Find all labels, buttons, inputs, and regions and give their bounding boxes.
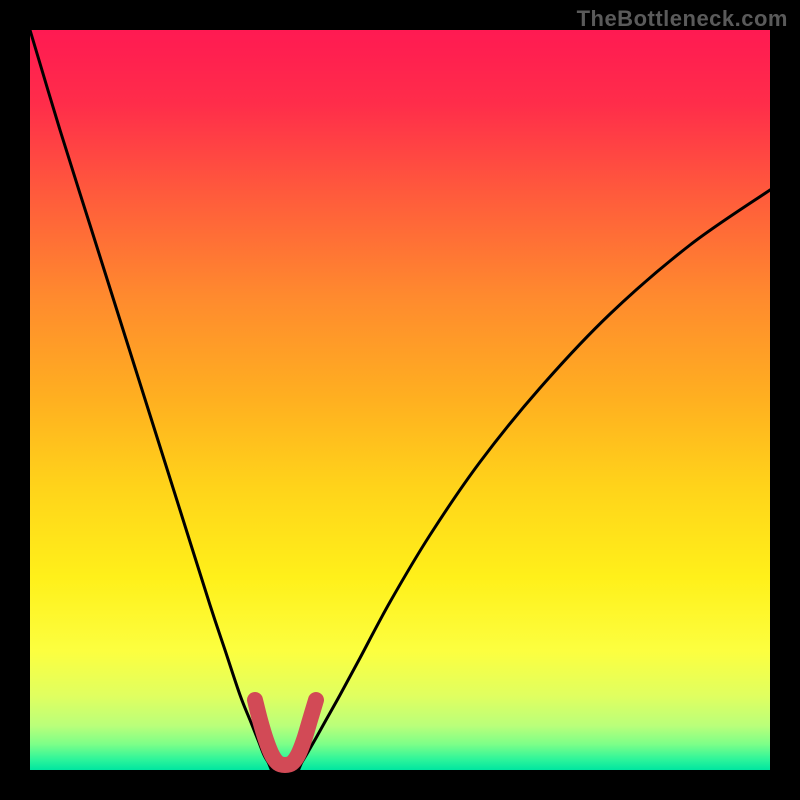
- chart-stage: TheBottleneck.com: [0, 0, 800, 800]
- watermark-text: TheBottleneck.com: [577, 6, 788, 32]
- bottleneck-chart: [0, 0, 800, 800]
- plot-background: [30, 30, 770, 770]
